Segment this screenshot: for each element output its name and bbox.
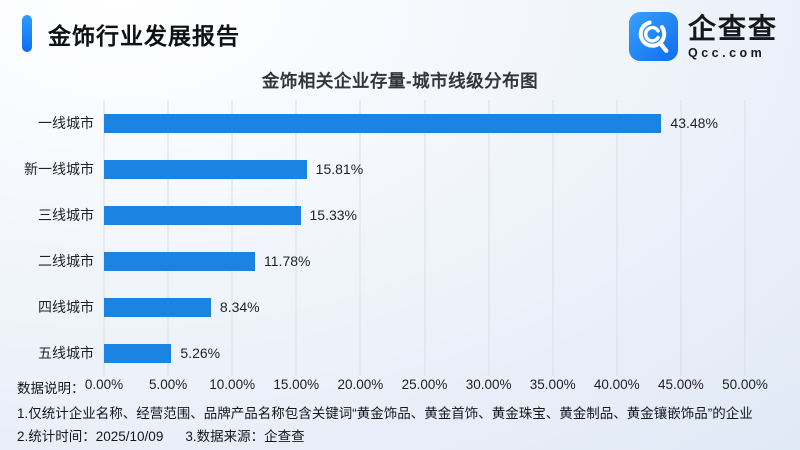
footer-data-source: 3.数据来源：企查查 bbox=[185, 429, 305, 444]
gridline bbox=[424, 100, 425, 376]
gridline bbox=[295, 100, 297, 376]
x-axis-tick-label: 0.00% bbox=[84, 377, 124, 392]
category-label: 一线城市 bbox=[38, 115, 94, 131]
x-axis-tick-label: 20.00% bbox=[337, 377, 384, 392]
bar-row: 二线城市 11.78% bbox=[38, 238, 745, 284]
x-axis-tick-label: 30.00% bbox=[465, 377, 512, 392]
value-label: 5.26% bbox=[180, 345, 221, 361]
qcc-logo-text: 企查查 Qcc.com bbox=[688, 13, 778, 60]
x-axis-tick-label: 5.00% bbox=[148, 377, 188, 392]
category-label: 二线城市 bbox=[38, 253, 94, 269]
value-label: 11.78% bbox=[264, 253, 311, 269]
gridline bbox=[359, 100, 361, 376]
value-label: 15.33% bbox=[309, 207, 357, 223]
footer-note-2: 2.统计时间：2025/10/09 3.数据来源：企查查 bbox=[17, 425, 327, 445]
x-axis-tick-label: 10.00% bbox=[209, 377, 256, 392]
category-label: 四线城市 bbox=[38, 299, 94, 315]
x-axis-tick-label: 35.00% bbox=[529, 377, 576, 392]
x-axis-tick-label: 25.00% bbox=[401, 377, 448, 392]
bar-四线城市 bbox=[104, 297, 211, 317]
category-label: 五线城市 bbox=[38, 345, 94, 361]
x-axis-tick-label: 40.00% bbox=[593, 377, 640, 392]
gridline bbox=[680, 100, 682, 376]
bar-一线城市 bbox=[104, 113, 662, 133]
title-accent-bar bbox=[22, 15, 32, 52]
chart-plot: 一线城市 43.48% 新一线城市 15.81% 三线城市 15.33% 二线城市 11.78… bbox=[24, 100, 746, 376]
category-label: 新一线城市 bbox=[24, 161, 94, 177]
footer-data-note-label: 数据说明： bbox=[17, 381, 85, 396]
bar-row: 三线城市 15.33% bbox=[38, 192, 745, 238]
page-title: 金饰行业发展报告 bbox=[48, 22, 240, 49]
footer-note-1: 1.仅统计企业名称、经营范围、品牌产品名称包含关键词“黄金饰品、黄金首饰、黄金珠… bbox=[17, 406, 753, 421]
gridline bbox=[167, 100, 169, 376]
bar-新一线城市 bbox=[104, 159, 307, 179]
qcc-logo: 企查查 Qcc.com bbox=[628, 12, 778, 61]
bar-row: 五线城市 5.26% bbox=[38, 330, 745, 376]
footer-stat-time: 2.统计时间：2025/10/09 bbox=[17, 429, 164, 444]
x-axis-tick-label: 50.00% bbox=[722, 377, 768, 392]
bar-row: 新一线城市 15.81% bbox=[24, 146, 745, 192]
category-label: 三线城市 bbox=[38, 207, 94, 223]
value-label: 8.34% bbox=[219, 299, 260, 315]
gridline bbox=[552, 100, 554, 376]
bar-row: 四线城市 8.34% bbox=[38, 284, 745, 330]
gridline bbox=[488, 100, 490, 376]
bar-五线城市 bbox=[104, 343, 172, 363]
bar-row: 一线城市 43.48% bbox=[38, 100, 745, 146]
gridline bbox=[616, 100, 618, 376]
value-label: 15.81% bbox=[315, 161, 364, 177]
qcc-logo-name: 企查查 bbox=[687, 13, 778, 44]
x-axis: 0.00% 5.00% 10.00% 15.00% 20.00% 25.00% 30.00%… bbox=[85, 377, 768, 393]
gridline bbox=[231, 100, 233, 376]
qcc-logo-icon bbox=[628, 12, 678, 61]
report-header: 金饰行业发展报告 bbox=[22, 15, 240, 52]
x-axis-tick-label: 15.00% bbox=[273, 377, 320, 392]
value-label: 43.48% bbox=[670, 115, 718, 131]
bar-二线城市 bbox=[104, 251, 256, 271]
gridline bbox=[744, 100, 746, 376]
x-axis-tick-label: 45.00% bbox=[657, 377, 704, 392]
qcc-logo-domain: Qcc.com bbox=[687, 46, 766, 60]
bar-三线城市 bbox=[104, 205, 301, 225]
bar-rows: 一线城市 43.48% 新一线城市 15.81% 三线城市 15.33% 二线城市 11.78… bbox=[24, 100, 745, 376]
chart-title: 金饰相关企业存量-城市线级分布图 bbox=[261, 71, 539, 91]
gridline bbox=[103, 100, 105, 376]
